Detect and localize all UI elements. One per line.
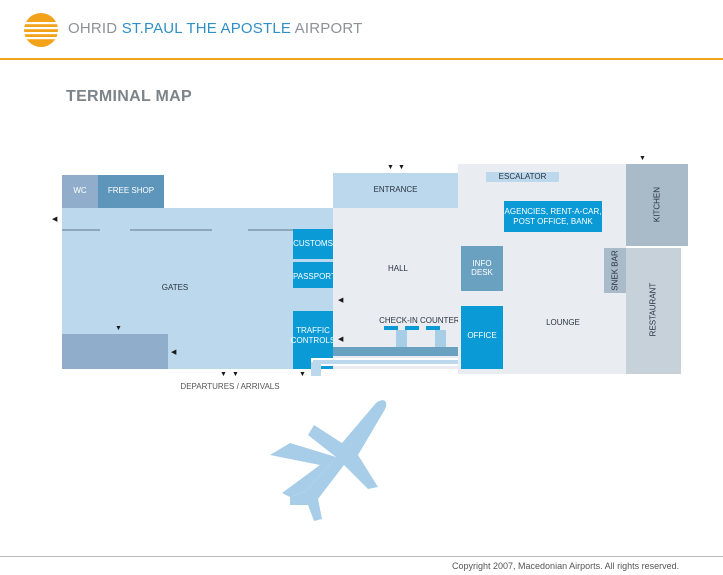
checkin-counter[interactable] — [426, 326, 440, 330]
agencies-room[interactable] — [504, 201, 602, 232]
brand-saint: ST.PAUL THE APOSTLE — [121, 20, 292, 37]
info-label-line2: DESK — [471, 268, 493, 277]
departures-arrivals-label: DEPARTURES / ARRIVALS — [180, 382, 280, 391]
arrow-left-icon: ◀ — [52, 216, 58, 223]
arrow-down-icon: ▼ — [299, 371, 306, 378]
brand-city: OHRID — [68, 20, 122, 37]
kitchen-room[interactable] — [626, 164, 688, 246]
gates-lower-room[interactable] — [62, 334, 168, 369]
office-room[interactable] — [461, 306, 503, 369]
arrow-left-icon: ◀ — [338, 336, 344, 343]
snek-bar-label: SNEK BAR — [610, 250, 620, 291]
footer-divider — [0, 556, 723, 557]
passport-label: PASSPORT — [293, 272, 336, 281]
hall-label: HALL — [387, 264, 408, 273]
arrow-left-icon: ◀ — [338, 297, 344, 304]
baggage-drop — [311, 362, 321, 376]
entrance-room[interactable] — [333, 173, 458, 208]
arrow-left-icon: ◀ — [171, 349, 177, 356]
brand-name: OHRID ST.PAUL THE APOSTLE AIRPORT — [68, 20, 362, 37]
arrow-down-icon: ▼ — [115, 325, 122, 332]
airplane-icon — [270, 400, 387, 521]
copyright-text: Copyright 2007, Macedonian Airports. All… — [452, 561, 680, 571]
gates-label: GATES — [161, 283, 189, 292]
restaurant-label: RESTAURANT — [648, 282, 658, 337]
arrow-down-icon: ▼ — [232, 371, 239, 378]
brand-airport: AIRPORT — [291, 20, 363, 37]
header: OHRID ST.PAUL THE APOSTLE AIRPORT — [0, 0, 723, 60]
customs-label: CUSTOMS — [293, 239, 333, 248]
checkin-desk — [333, 347, 461, 356]
free-shop-label: FREE SHOP — [107, 186, 155, 195]
checkin-belt — [396, 330, 407, 356]
airport-logo-icon — [24, 13, 58, 47]
gates-divider — [62, 229, 100, 231]
arrow-down-icon: ▼ — [639, 155, 646, 162]
escalator[interactable] — [486, 172, 559, 182]
wc-room[interactable] — [62, 175, 98, 208]
checkin-belt — [435, 330, 446, 356]
restaurant-room[interactable] — [626, 248, 681, 374]
entrance-label: ENTRANCE — [373, 185, 418, 194]
header-divider — [0, 58, 723, 60]
arrow-down-icon: ▼ — [398, 164, 405, 171]
snek-bar-room[interactable] — [604, 248, 626, 293]
kitchen-label: KITCHEN — [652, 186, 662, 223]
checkin-counter[interactable] — [405, 326, 419, 330]
traffic-label-line1: TRAFFIC — [296, 326, 330, 335]
customs-room[interactable] — [293, 229, 333, 259]
agencies-label-line1: AGENCIES, RENT-A-CAR, — [504, 207, 602, 216]
info-desk-room[interactable] — [461, 246, 503, 291]
free-shop-room[interactable] — [98, 175, 164, 208]
checkin-counter[interactable] — [384, 326, 398, 330]
gates-divider — [248, 229, 293, 231]
arrow-down-icon: ▼ — [387, 164, 394, 171]
passport-room[interactable] — [293, 262, 333, 288]
gates-divider — [130, 229, 212, 231]
escalator-label: ESCALATOR — [498, 172, 547, 181]
arrow-down-icon: ▼ — [220, 371, 227, 378]
baggage-belt-inner — [313, 360, 461, 364]
office-label: OFFICE — [467, 331, 497, 340]
info-label-line1: INFO — [472, 259, 492, 268]
wc-label: WC — [73, 186, 87, 195]
page-title: TERMINAL MAP — [66, 88, 192, 105]
checkin-label: CHECK-IN COUNTERS — [379, 316, 465, 325]
traffic-label-line2: CONTROLS — [290, 336, 336, 345]
lounge-label: LOUNGE — [546, 318, 580, 327]
agencies-label-line2: POST OFFICE, BANK — [513, 217, 593, 226]
